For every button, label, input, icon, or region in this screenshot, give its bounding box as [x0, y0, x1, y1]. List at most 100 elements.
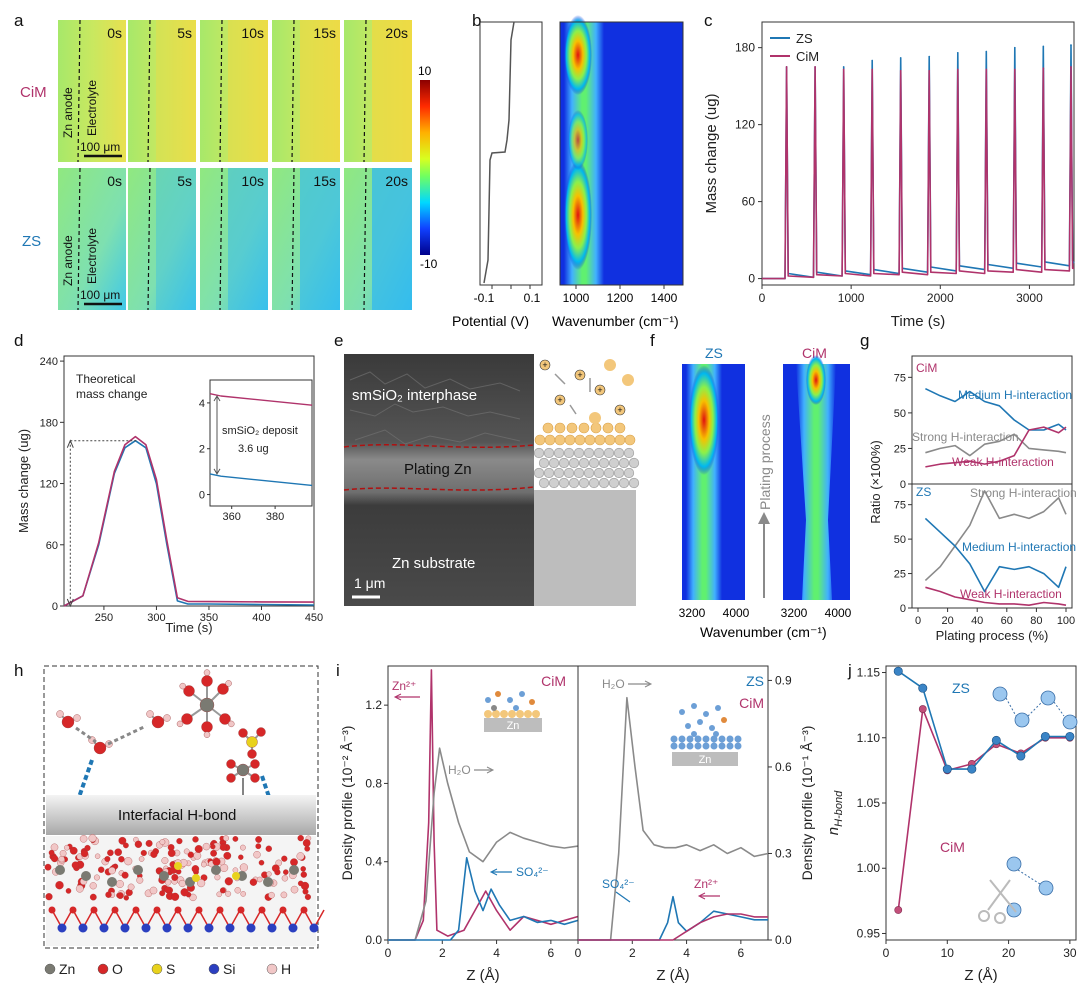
inset-hbond	[1017, 869, 1041, 885]
slab-atom	[64, 844, 70, 851]
slab-atom	[98, 866, 105, 873]
time-label: 10s	[241, 173, 264, 189]
anode-boundary	[147, 19, 151, 163]
zn-atom	[593, 447, 605, 459]
peak-point	[928, 55, 931, 58]
slab-atom	[283, 869, 289, 875]
slab-atom	[297, 834, 304, 842]
sem-texture	[349, 371, 521, 445]
slab-si-atom	[267, 923, 277, 933]
slab-atom	[124, 857, 133, 866]
atom	[151, 715, 165, 729]
motion-arrow	[569, 404, 577, 415]
inset-particle	[710, 735, 718, 743]
data-point-zs	[1016, 751, 1026, 761]
time-label: 15s	[313, 25, 336, 41]
panel-letter-j: j	[847, 661, 852, 680]
zn-atom	[613, 447, 625, 459]
zn-atom	[578, 477, 590, 489]
y-tick-label: 50	[894, 408, 906, 420]
sem-image	[344, 354, 534, 606]
zn-atom	[598, 457, 610, 469]
colorbar	[420, 80, 430, 255]
inset-molecule	[1006, 856, 1022, 872]
label-cim: CiM	[802, 345, 827, 361]
slab-o-atom	[111, 906, 119, 914]
atom	[201, 675, 213, 687]
y-tick-label: 25	[894, 443, 906, 455]
zn-ion	[614, 404, 626, 416]
y-tick-label: 1.10	[857, 731, 881, 745]
slab-atom	[300, 866, 306, 872]
atom	[176, 720, 184, 728]
x-tick-label: 3000	[1016, 291, 1043, 305]
arrowhead	[489, 868, 498, 876]
inset-ion	[513, 705, 519, 711]
sio2-particle	[578, 422, 590, 434]
anode-boundary	[291, 19, 295, 163]
peak-point	[785, 66, 788, 68]
frame-gradient	[228, 168, 268, 310]
legend-zn-label: Zn	[59, 961, 75, 977]
slab-atom	[65, 888, 72, 894]
x-tick-label: 400	[252, 612, 270, 624]
zn-atom	[548, 477, 560, 489]
peak-point	[842, 68, 845, 71]
atom	[179, 682, 186, 690]
plus-sign: +	[597, 385, 602, 395]
panel-letters: a b c d e f g h i j	[14, 11, 869, 680]
ir-ticks: 1000 1200 1400	[563, 285, 678, 305]
slab-si-atom	[99, 923, 109, 933]
x-tick-label: 2	[439, 946, 446, 960]
data-point-zs	[893, 666, 903, 676]
series-line	[578, 696, 769, 941]
zn-anode-label: Zn anode	[61, 235, 75, 286]
slab-atom	[223, 851, 232, 860]
slab-atom	[107, 849, 114, 857]
sio2-particle	[602, 422, 614, 434]
legend-h-dot	[266, 963, 278, 975]
inset-particle	[670, 735, 678, 743]
axes-frame	[885, 665, 1077, 941]
slab-atom	[44, 863, 52, 871]
slab-atom	[191, 865, 200, 873]
inset-particle	[734, 735, 742, 743]
zn-atom	[628, 457, 640, 469]
slab-atom	[121, 871, 129, 879]
x-axis-label: Time (s)	[891, 313, 945, 330]
anode-boundary	[77, 167, 81, 311]
y-tick-label: 1.05	[857, 796, 881, 810]
x-tick-label: 4	[493, 946, 500, 960]
zn-atom	[553, 447, 565, 459]
x-tick-label: 20	[941, 615, 953, 627]
time-label: 0s	[107, 25, 122, 41]
inset-molecule	[1014, 712, 1030, 728]
ir-heatmap-hot-2	[564, 160, 592, 270]
y-tick-label: 0.9	[775, 673, 792, 687]
x-axis-label: Z (Å)	[964, 967, 997, 984]
inset-particle	[718, 735, 726, 743]
x-tick-label: 0	[759, 291, 766, 305]
slab-atom	[216, 891, 222, 898]
frame-image	[58, 168, 126, 310]
slab-atom	[296, 852, 305, 861]
slab-si-atom	[120, 923, 130, 933]
slab-atom	[219, 843, 227, 851]
slab-atom	[281, 855, 288, 862]
x-tick-label: 2	[629, 946, 636, 960]
atom	[203, 669, 211, 676]
atom	[250, 759, 260, 769]
interface-shelf	[46, 795, 316, 835]
slab-atom	[302, 839, 311, 847]
inset-frame	[209, 379, 313, 507]
plating-label: Plating Zn	[404, 461, 472, 478]
y-tick-label: 0	[52, 601, 58, 613]
slab-atom	[210, 849, 217, 857]
slab-o-atom	[69, 906, 77, 914]
zn-atom	[538, 457, 550, 469]
y-tick-label: 25	[894, 569, 906, 581]
tick-label: 4000	[723, 606, 750, 620]
series-label: SO₄²⁻	[516, 865, 549, 879]
slab-atom	[94, 853, 101, 859]
series-label: Zn²⁺	[392, 679, 416, 693]
